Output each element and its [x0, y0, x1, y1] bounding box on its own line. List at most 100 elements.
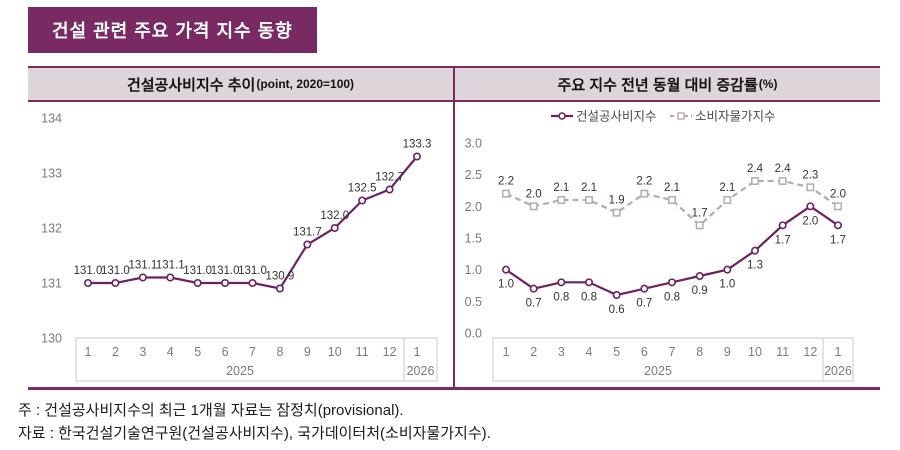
data-point-label: 2.1	[664, 182, 680, 194]
x-tick-label: 2	[112, 345, 119, 359]
x-tick-label: 7	[669, 345, 676, 359]
y-tick-label: 1.5	[465, 232, 482, 246]
data-point-marker	[111, 279, 120, 288]
right-chart-area: 3.0 2.5 2.0 1.5 1.0 0.5 0.0 1 2 3 4 5 6 7 8 9 10 11 12 1 202…	[455, 102, 880, 387]
x-tick-label: 12	[803, 345, 817, 359]
y-tick-label: 2.5	[465, 168, 482, 182]
data-point-marker	[833, 221, 842, 230]
x-tick-label: 1	[414, 345, 421, 359]
data-point-label: 131.1	[156, 260, 185, 272]
legend-marker	[677, 112, 685, 120]
y-tick-label: 1.0	[465, 263, 482, 277]
x-tick-label: 10	[328, 345, 342, 359]
data-point-label: 2.4	[747, 163, 764, 175]
x-axis-nextyear-box	[403, 337, 438, 382]
data-point-marker	[330, 224, 339, 233]
data-point-label: 0.7	[636, 298, 652, 310]
data-point-label: 0.6	[609, 304, 625, 316]
data-point-marker	[557, 278, 566, 287]
data-point-label: 2.0	[526, 188, 542, 200]
data-point-label: 1.9	[609, 195, 625, 207]
data-point-label: 0.9	[692, 285, 708, 297]
data-point-label: 132.0	[320, 210, 349, 222]
data-point-label: 1.7	[830, 234, 846, 246]
data-point-marker	[695, 221, 704, 230]
right-chart-title: 주요 지수 전년 동월 대비 증감률	[557, 76, 758, 94]
data-point-label: 131.0	[238, 265, 267, 277]
footnote-note: 주 : 건설공사비지수의 최근 1개월 자료는 잠정치(provisional)…	[18, 402, 404, 419]
data-point-label: 0.8	[664, 291, 680, 303]
x-tick-label: 9	[724, 345, 731, 359]
x-tick-label: 4	[167, 345, 174, 359]
x-year-label: 2026	[824, 364, 852, 378]
data-point-marker	[502, 189, 510, 198]
data-point-marker	[695, 272, 704, 281]
y-tick-label: 0.5	[465, 295, 482, 309]
yoy-change-rate-chart: 3.02.52.01.51.00.50.01 2 3 4 5 6 7 8 9 10 11 12 1202…	[465, 110, 854, 382]
data-point-marker	[834, 202, 842, 211]
legend-label: 소비자물가지수	[695, 110, 776, 124]
y-tick-label: 134	[41, 112, 62, 126]
data-point-label: 133.3	[403, 139, 432, 151]
x-year-label: 2025	[226, 364, 254, 378]
x-axis-nextyear-box	[822, 337, 854, 382]
data-point-marker	[778, 221, 787, 230]
data-point-label: 1.7	[775, 234, 791, 246]
x-tick-label: 1	[503, 345, 510, 359]
data-point-marker	[529, 284, 538, 293]
data-point-label: 132.7	[375, 172, 404, 184]
y-tick-label: 130	[41, 332, 62, 346]
data-point-label: 130.9	[266, 271, 295, 283]
x-tick-label: 5	[194, 345, 201, 359]
data-point-label: 1.0	[498, 279, 514, 291]
data-point-label: 1.3	[747, 260, 763, 272]
data-point-marker	[668, 278, 677, 287]
data-point-marker	[501, 265, 510, 274]
x-tick-label: 1	[835, 345, 842, 359]
left-chart-area: 134 133 132 131 130 1 2 3 4 5 6 7 8 9 10 11 12 1 2025 2026 1…	[28, 102, 453, 387]
right-chart-header: 주요 지수 전년 동월 대비 증감률 (%)	[455, 68, 880, 102]
footnote-source: 자료 : 한국건설기술연구원(건설공사비지수), 국가데이터처(소비자물가지수)…	[18, 425, 491, 442]
data-point-label: 2.1	[581, 182, 597, 194]
x-tick-label: 1	[85, 345, 92, 359]
x-tick-label: 6	[222, 345, 229, 359]
x-tick-label: 11	[356, 345, 369, 359]
data-point-label: 2.1	[719, 182, 735, 194]
y-tick-label: 132	[41, 222, 62, 236]
charts-panel: 건설공사비지수 추이 (point, 2020=100) 134 133 132 13…	[28, 66, 880, 390]
x-year-label: 2026	[407, 364, 435, 378]
data-point-label: 2.4	[775, 163, 792, 175]
x-tick-label: 4	[586, 345, 593, 359]
page-title-text: 건설 관련 주요 가격 지수 동향	[52, 21, 293, 41]
data-point-marker	[83, 279, 92, 288]
x-tick-label: 6	[641, 345, 648, 359]
data-point-marker	[275, 284, 284, 293]
right-chart-column: 주요 지수 전년 동월 대비 증감률 (%) 3.0 2.5 2.0 1.5 1.0 0.…	[455, 68, 880, 387]
data-point-label: 2.2	[636, 176, 652, 188]
left-chart-title: 건설공사비지수 추이	[126, 76, 256, 94]
data-point-marker	[358, 196, 367, 205]
x-tick-label: 11	[776, 345, 789, 359]
data-point-label: 2.0	[830, 188, 846, 200]
data-point-marker	[193, 279, 202, 288]
x-tick-label: 3	[139, 345, 146, 359]
data-point-label: 132.5	[348, 183, 377, 195]
data-point-marker	[806, 183, 815, 192]
data-point-marker	[806, 202, 815, 211]
data-point-marker	[723, 196, 732, 204]
data-point-marker	[751, 177, 759, 185]
footnotes: 주 : 건설공사비지수의 최근 1개월 자료는 잠정치(provisional)…	[18, 399, 491, 445]
data-point-label: 1.0	[719, 279, 735, 291]
data-point-label: 1.7	[692, 207, 708, 219]
data-point-marker	[612, 291, 621, 300]
data-point-marker	[303, 240, 312, 249]
data-point-marker	[529, 202, 538, 211]
x-year-label: 2025	[644, 364, 672, 378]
data-point-marker	[668, 196, 676, 204]
x-tick-label: 2	[530, 345, 537, 359]
data-point-label: 131.1	[128, 260, 157, 272]
data-point-label: 0.7	[526, 298, 542, 310]
x-tick-label: 5	[613, 345, 620, 359]
y-tick-label: 133	[41, 167, 62, 181]
